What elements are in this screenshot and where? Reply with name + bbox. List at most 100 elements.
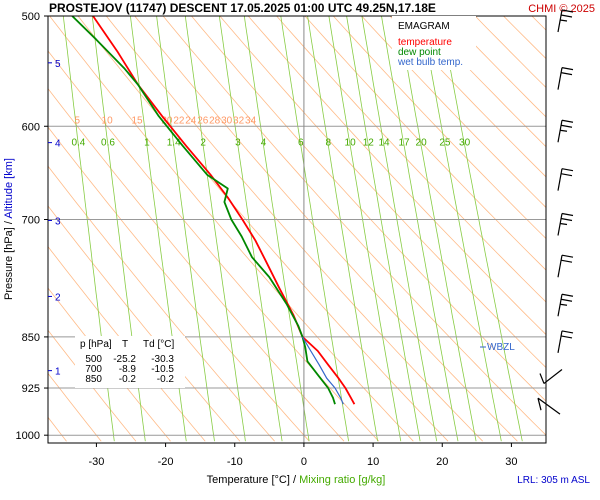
dry-adiabat-line bbox=[560, 16, 600, 441]
dry-adiabat-line bbox=[361, 16, 546, 209]
mixing-ratio-label: 14 bbox=[378, 137, 390, 148]
altitude-tick-label: 4 bbox=[55, 139, 61, 150]
mixing-ratio-label: 20 bbox=[416, 137, 428, 148]
wind-barb bbox=[557, 119, 574, 143]
wind-barb-flag bbox=[560, 335, 573, 339]
temperature-tick-label: 0 bbox=[301, 456, 307, 468]
wind-barb-flag bbox=[561, 9, 574, 13]
table-cell: -8.9 bbox=[119, 364, 137, 375]
mixing-ratio-label: 8 bbox=[326, 137, 332, 148]
pressure-axis: 500 600 700 850 925 1000 bbox=[16, 11, 48, 442]
dry-adiabat-line bbox=[304, 16, 546, 271]
table-header-temperature: T bbox=[122, 339, 128, 350]
wind-barb-flag bbox=[559, 129, 568, 132]
wind-barb-flag bbox=[561, 212, 574, 217]
dry-adiabat-line bbox=[389, 16, 546, 178]
legend-item-temperature: temperature bbox=[398, 37, 452, 48]
x-axis-title-separator: / bbox=[293, 474, 297, 486]
mixing-ratio-label: 2 bbox=[200, 137, 206, 148]
pressure-tick-label: 500 bbox=[22, 11, 40, 23]
wind-barb-flag bbox=[560, 173, 573, 177]
altitude-tick-label: 1 bbox=[55, 367, 61, 378]
temperature-tick-label: 20 bbox=[436, 456, 448, 468]
mixing-ratio-label: 30 bbox=[459, 137, 471, 148]
series-line-temperature bbox=[92, 16, 356, 405]
y-axis-title-separator: / bbox=[3, 220, 15, 224]
temperature-axis: -30 -20 -10 0 10 20 30 bbox=[88, 443, 518, 468]
mixing-ratio-label: 3 bbox=[235, 137, 241, 148]
dry-adiabat-line bbox=[446, 16, 546, 118]
wind-barb-staff bbox=[557, 168, 563, 191]
temperature-tick-label: -30 bbox=[88, 456, 104, 468]
wind-barb bbox=[539, 368, 563, 384]
wind-barb-flag bbox=[561, 293, 574, 297]
mixing-ratio-label: 0.4 bbox=[71, 137, 85, 148]
wind-barb-staff bbox=[537, 397, 561, 415]
dry-adiabat-label: 22 bbox=[173, 115, 185, 126]
legend-box bbox=[392, 16, 476, 70]
wind-barb-flag bbox=[560, 14, 573, 18]
wind-barb-flag bbox=[537, 398, 542, 411]
altitude-tick-label: 2 bbox=[55, 292, 61, 303]
wind-barbs bbox=[537, 9, 574, 415]
mixing-ratio-label: 4 bbox=[261, 137, 267, 148]
summary-table-bg bbox=[75, 336, 185, 388]
mixing-ratio-label: 10 bbox=[345, 137, 357, 148]
altitude-tick-label: 5 bbox=[55, 59, 61, 70]
wind-barb-flag bbox=[560, 217, 573, 222]
wind-barb bbox=[557, 168, 574, 191]
series-line-dew-point bbox=[71, 16, 336, 405]
table-cell: -30.3 bbox=[151, 354, 174, 365]
table-cell: -0.2 bbox=[157, 374, 175, 385]
wind-barb-staff bbox=[557, 67, 563, 90]
wind-barb-flag bbox=[560, 298, 573, 302]
legend-item-wet-bulb: wet bulb temp. bbox=[397, 57, 463, 68]
copyright-label: CHMI © 2025 bbox=[528, 3, 595, 15]
temperature-tick-label: -20 bbox=[158, 456, 174, 468]
wind-barb-flag bbox=[561, 330, 574, 334]
wind-barb-flag bbox=[560, 259, 573, 263]
wind-barb bbox=[557, 330, 574, 354]
wbzl-label: WBZL bbox=[487, 342, 515, 353]
wind-barb-flag bbox=[559, 303, 568, 306]
table-header-dewpoint: Td [°C] bbox=[143, 339, 174, 350]
dry-adiabat-line bbox=[247, 16, 546, 336]
legend: EMAGRAM temperature dew point wet bulb t… bbox=[392, 16, 476, 70]
wind-barb-flag bbox=[559, 222, 568, 226]
wind-barb-staff bbox=[557, 255, 563, 278]
wind-barb bbox=[557, 293, 574, 317]
x-axis-title-temperature: Temperature [°C] bbox=[207, 474, 290, 486]
dry-adiabat-line bbox=[276, 16, 546, 303]
table-cell: 500 bbox=[85, 354, 102, 365]
wind-barb-staff bbox=[543, 368, 563, 384]
dry-adiabat-line bbox=[589, 16, 600, 441]
table-cell: -0.2 bbox=[119, 374, 137, 385]
dry-adiabat-label: 15 bbox=[131, 115, 143, 126]
table-cell: 700 bbox=[85, 364, 102, 375]
pressure-tick-label: 1000 bbox=[16, 430, 40, 442]
dry-adiabat-label: 24 bbox=[185, 115, 197, 126]
dry-adiabat-label: 34 bbox=[245, 115, 257, 126]
wind-barb-flag bbox=[561, 119, 574, 123]
wind-barb-staff bbox=[557, 213, 563, 236]
dry-adiabat-labels: 5 10 15 20 22 24 26 28 30 32 34 bbox=[75, 115, 257, 126]
series-line-wet-bulb-temp bbox=[301, 336, 344, 405]
dry-adiabat-label: 20 bbox=[161, 115, 173, 126]
summary-table: p [hPa] T Td [°C] 500 -25.2 -30.3 700 -8… bbox=[75, 336, 185, 388]
table-cell: -10.5 bbox=[151, 364, 174, 375]
x-axis-title-mixing-ratio: Mixing ratio [g/kg] bbox=[299, 474, 385, 486]
mixing-ratio-label: 17 bbox=[398, 137, 410, 148]
mixing-ratio-labels: 0.4 0.6 1 1.4 2 3 4 6 8 10 12 14 17 20 25 30 bbox=[71, 137, 470, 148]
wind-barb-staff bbox=[557, 9, 563, 33]
wind-barb-flag bbox=[560, 124, 573, 128]
dry-adiabat-line bbox=[418, 16, 546, 148]
wind-barb-flag bbox=[559, 19, 568, 22]
temperature-tick-label: 30 bbox=[505, 456, 517, 468]
wind-barb-staff bbox=[557, 120, 563, 143]
mixing-ratio-label: 6 bbox=[298, 137, 304, 148]
wind-barb-flag bbox=[539, 373, 545, 384]
table-cell: 850 bbox=[85, 374, 102, 385]
legend-item-dew-point: dew point bbox=[398, 47, 441, 58]
wind-barb bbox=[537, 397, 561, 415]
